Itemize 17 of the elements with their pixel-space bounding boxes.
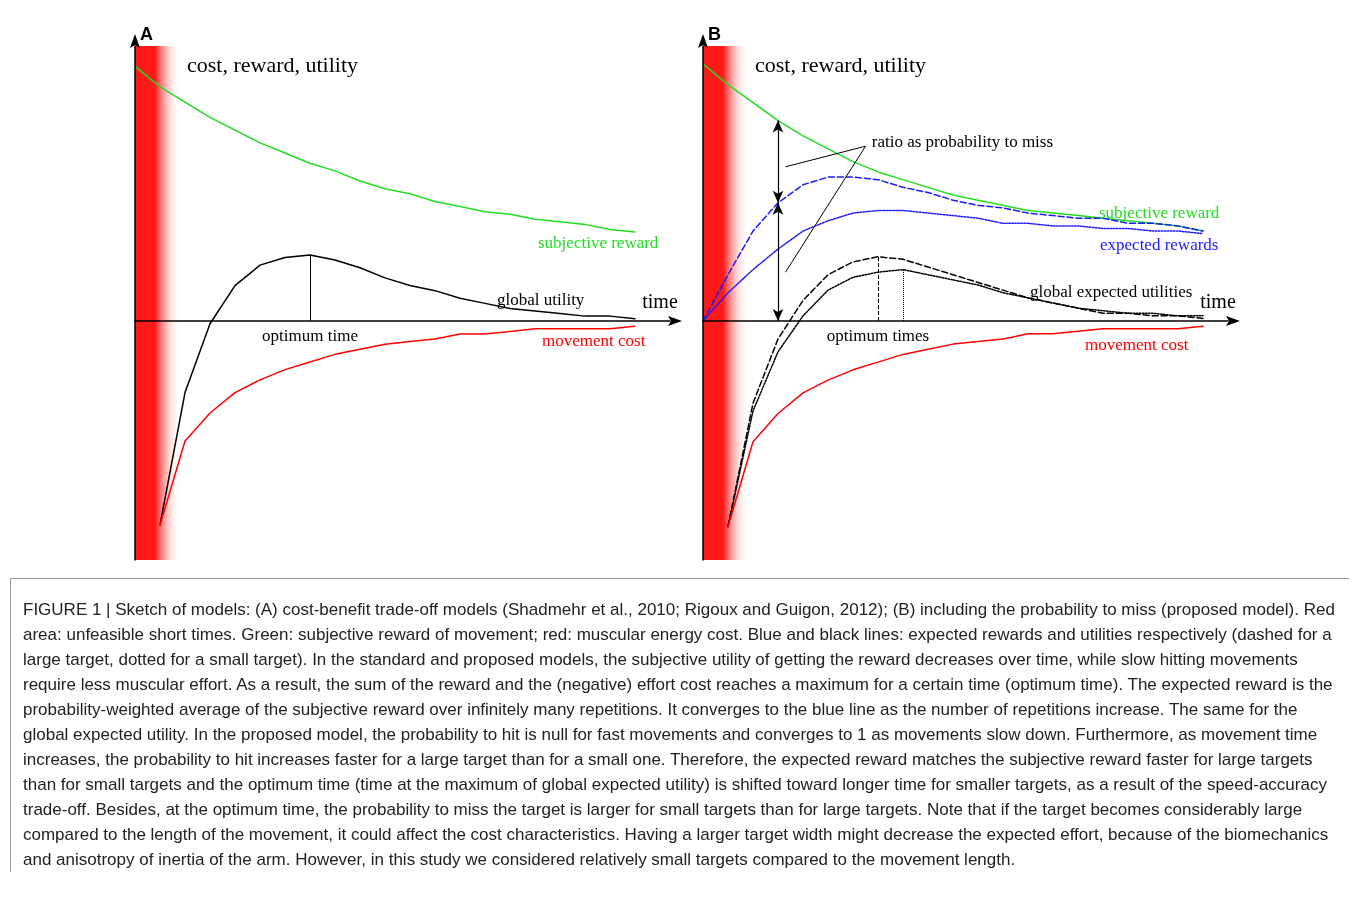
series-label: movement cost (542, 330, 646, 350)
y-axis-title: cost, reward, utility (187, 51, 359, 77)
annotation: ratio as probability to miss (871, 131, 1054, 151)
x-axis-title: time (1200, 289, 1236, 312)
y-axis-title: cost, reward, utility (755, 51, 927, 77)
annotation: optimum times (826, 325, 930, 345)
chart-title: A (140, 24, 153, 44)
annotation: optimum time (262, 326, 358, 346)
series-label: global utility (497, 290, 585, 310)
text: FIGURE 1 | Sketch of models: (A) cost-benefit trade-off models (Shadmehr et al., 2010; Rigoux and Guigon, 2012); (B) including the probability to miss (proposed model). Red area: unfeasible short times. Green: subjective reward of movement; red: muscular energy cost. Blue and black lines: expected rewards and utilities respectively (dashed for a large target, dotted for a small target). In the standard and proposed models, the subjective utility of getting the reward decreases over time, while slow hitting movements require less muscular effort. As a result, the sum of the reward and the (negative) effort cost reaches a maximum for a certain time (optimum time). The expected reward is the probability-weighted average of the subjective reward over infinitely many repetitions. It converges to the blue line as the number of repetitions increase. The same for the global expected utility. In the proposed model, the probability to hit is null for fast movements and converges to 1 as movements slow down. Furthermore, as movement time increases, the probability to hit increases faster for a large target than for a small one. Therefore, the expected reward matches the subjective reward faster for large targets than for small targets and the optimum time (time at the maximum of global expected utility) is shifted toward longer time for smaller targets, as a result of the speed-accuracy trade-off. Besides, at the optimum time, the probability to miss the target is larger for small targets than for large targets. Note that if the target becomes considerably large compared to the length of the movement, it could affect the cost characteristics. Having a larger target width might decrease the expected effort, because of the biomechanics and anisotropy of inertia of the arm. However, in this study we considered relatively small targets compared to the movement length. (23, 600, 1335, 869)
series-label: global expected utilities (1030, 281, 1193, 301)
series-label: expected rewards (1100, 234, 1219, 254)
x-axis-title: time (642, 290, 678, 313)
series-label: movement cost (1085, 334, 1189, 354)
series-label: subjective reward (538, 232, 659, 252)
chart-title: B (708, 24, 721, 44)
series-label: subjective reward (1099, 202, 1220, 222)
